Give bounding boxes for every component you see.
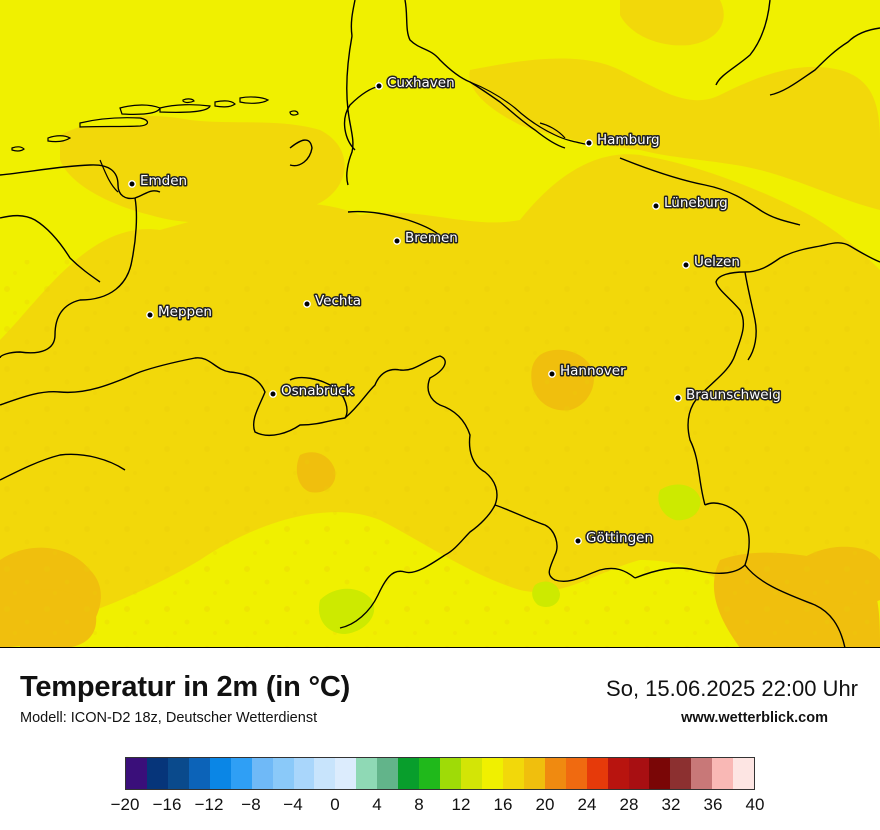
city-label: Göttingen [586,530,653,546]
legend-swatch [544,758,566,789]
legend-swatch [419,758,441,789]
legend-tick-label: −4 [283,795,303,814]
city-label: Lüneburg [664,195,728,211]
legend-tick-label: 24 [577,795,597,814]
city-label: Vechta [315,293,361,309]
legend-tick-label: 20 [535,795,555,814]
legend-swatch [167,758,189,789]
legend-swatch [523,758,545,789]
city-label: Hannover [560,363,626,379]
city-marker-göttingen: Göttingen [574,529,655,548]
legend-tick-label: 28 [619,795,639,814]
map-title: Temperatur in 2m (in °C) [20,671,351,703]
city-marker-hamburg: Hamburg [585,131,661,150]
city-label: Cuxhaven [387,75,455,91]
city-label: Braunschweig [686,387,781,403]
legend-swatch [670,758,692,789]
legend-swatch [502,758,524,789]
city-label: Osnabrück [281,383,354,399]
legend-tick-label: 16 [493,795,513,814]
legend-swatch [209,758,231,789]
city-marker-osnabrück: Osnabrück [269,382,355,401]
legend-swatch [356,758,378,789]
legend-tick-label: 40 [745,795,765,814]
islands [11,96,299,152]
legend-tick-label: 32 [661,795,681,814]
legend-swatch [335,758,357,789]
forecast-datetime: So, 15.06.2025 22:00 Uhr [606,676,858,701]
city-dot [652,202,660,210]
legend-tick-label: 0 [330,795,340,814]
city-marker-uelzen: Uelzen [682,253,741,272]
city-dot [269,390,277,398]
city-dot [585,139,593,147]
city-dot [548,370,556,378]
legend-swatch [586,758,608,789]
legend-swatch [712,758,734,789]
map-canvas: Cuxhaven Hamburg Emden Lüneburg Bremen Uelzen… [0,0,880,647]
legend-swatch [440,758,461,789]
legend-tick-label: −8 [241,795,261,814]
city-marker-meppen: Meppen [146,303,213,322]
city-label: Bremen [405,230,458,246]
legend-swatch [733,758,755,789]
legend-swatch [188,758,210,789]
legend-swatch [146,758,168,789]
legend-tick-label: 8 [414,795,424,814]
temp-zone-12-14 [318,484,701,634]
legend-tick-label: 4 [372,795,382,814]
rivers [99,81,591,193]
legend-swatch [628,758,650,789]
city-label: Hamburg [597,132,660,148]
model-source: Modell: ICON-D2 18z, Deutscher Wetterdie… [20,710,318,726]
city-dot [303,300,311,308]
city-marker-cuxhaven: Cuxhaven [375,74,456,93]
city-marker-hannover: Hannover [548,362,628,381]
city-label: Meppen [158,304,212,320]
legend-swatch [481,758,503,789]
legend-swatch [126,758,147,789]
city-marker-vechta: Vechta [303,292,363,311]
city-dot [674,394,682,402]
legend-tick-label: −20 [110,795,140,814]
legend-tick-label: 36 [703,795,723,814]
legend-swatch [691,758,713,789]
legend-swatch [607,758,629,789]
city-marker-bremen: Bremen [393,229,459,248]
city-dot [375,82,383,90]
city-markers: Cuxhaven Hamburg Emden Lüneburg Bremen Uelzen… [128,74,782,548]
city-marker-emden: Emden [128,172,189,191]
city-dot [393,237,401,245]
legend-swatch [251,758,273,789]
color-legend [125,757,755,790]
legend-swatch [272,758,294,789]
legend-swatch [314,758,336,789]
legend-swatch [293,758,315,789]
city-label: Uelzen [694,254,740,270]
legend-swatch [461,758,482,789]
legend-swatch [398,758,420,789]
website-link[interactable]: www.wetterblick.com [681,710,828,726]
city-dot [128,180,136,188]
city-marker-braunschweig: Braunschweig [674,386,782,405]
city-label: Emden [140,173,187,189]
city-dot [682,261,690,269]
city-dot [574,537,582,545]
city-marker-lüneburg: Lüneburg [652,194,729,213]
legend-tick-label: 12 [451,795,471,814]
legend-swatch [565,758,587,789]
legend-swatch [230,758,252,789]
legend-swatch [377,758,399,789]
legend-tick-label: −12 [194,795,224,814]
legend-swatch [649,758,671,789]
legend-tick-label: −16 [152,795,182,814]
city-dot [146,311,154,319]
temperature-map: Cuxhaven Hamburg Emden Lüneburg Bremen Uelzen… [0,0,880,648]
